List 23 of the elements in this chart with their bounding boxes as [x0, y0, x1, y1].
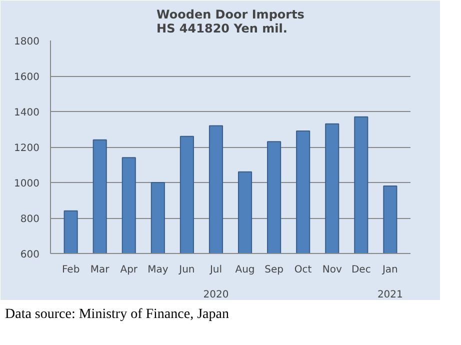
x-tick-label: Nov — [322, 264, 342, 276]
x-tick-label: Apr — [120, 264, 138, 276]
x-tick-label: Oct — [294, 264, 312, 276]
text: 2021 — [377, 290, 403, 300]
source-note: Data source: Ministry of Finance, Japan — [5, 306, 229, 324]
x-tick-label: Jun — [178, 264, 195, 276]
y-tick-label: 1600 — [14, 72, 40, 83]
y-tick-label: 1800 — [14, 36, 40, 48]
x-tick-label: Feb — [62, 264, 80, 276]
x-tick-label: Sep — [264, 264, 284, 276]
text: 2020 — [203, 290, 229, 300]
y-tick-label: 1200 — [14, 143, 40, 154]
y-tick-label: 800 — [20, 214, 40, 225]
y-tick-label: 600 — [20, 250, 40, 260]
chart-title: Wooden Door Imports HS 441820 Yen mil. — [156, 8, 304, 36]
x-tick-label: Aug — [235, 264, 255, 276]
x-tick-label: May — [148, 264, 168, 276]
x-tick-label: Jul — [208, 264, 222, 276]
x-tick-label: Mar — [90, 264, 110, 276]
x-tick-label: Jan — [381, 264, 398, 276]
x-tick-label: Dec — [351, 264, 371, 276]
y-tick-label: 1000 — [14, 178, 40, 190]
y-tick-label: 1400 — [14, 108, 40, 118]
